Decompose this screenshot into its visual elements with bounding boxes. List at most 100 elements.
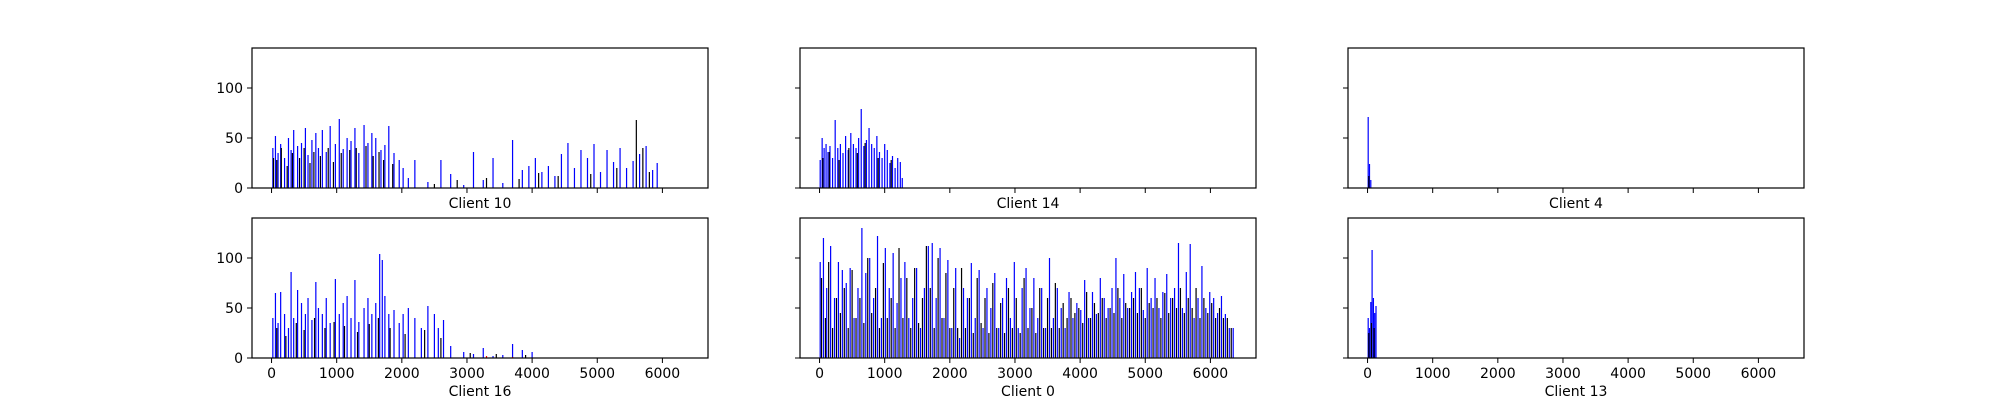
bar bbox=[1179, 288, 1182, 358]
bar bbox=[393, 310, 395, 358]
bar bbox=[899, 162, 901, 188]
bar bbox=[276, 160, 278, 188]
bar bbox=[988, 333, 990, 358]
bar bbox=[346, 138, 348, 188]
bar bbox=[329, 126, 331, 188]
bar bbox=[290, 150, 292, 188]
bar bbox=[518, 179, 520, 188]
bar bbox=[1134, 272, 1137, 358]
bar bbox=[295, 323, 297, 358]
bar bbox=[382, 160, 385, 188]
bar bbox=[1115, 258, 1117, 358]
bar bbox=[933, 328, 935, 358]
bar bbox=[307, 155, 309, 188]
bar bbox=[994, 273, 996, 358]
bar bbox=[442, 320, 445, 358]
bar bbox=[616, 168, 618, 188]
bar bbox=[1218, 308, 1221, 358]
bar bbox=[440, 160, 442, 188]
axes-frame bbox=[251, 217, 709, 359]
bar bbox=[652, 170, 654, 188]
bar bbox=[1113, 313, 1115, 358]
bar bbox=[873, 298, 875, 358]
bar bbox=[315, 282, 317, 358]
bar bbox=[375, 138, 377, 188]
bar bbox=[1172, 298, 1174, 358]
bar bbox=[1142, 310, 1144, 358]
bar bbox=[304, 314, 307, 358]
bar bbox=[864, 143, 866, 188]
bar bbox=[511, 140, 514, 188]
bar bbox=[894, 168, 896, 188]
bar bbox=[1000, 303, 1002, 358]
bar bbox=[1009, 318, 1012, 358]
bar bbox=[1033, 278, 1035, 358]
bar bbox=[1185, 272, 1187, 358]
bar bbox=[424, 330, 426, 358]
bar bbox=[404, 334, 406, 358]
bar bbox=[1025, 268, 1027, 358]
bar bbox=[1162, 292, 1164, 358]
bar bbox=[867, 258, 869, 358]
bar bbox=[371, 314, 373, 358]
bar bbox=[274, 293, 277, 358]
bar bbox=[910, 328, 912, 358]
bar bbox=[300, 303, 303, 358]
bar bbox=[821, 138, 823, 188]
bar bbox=[1099, 278, 1101, 358]
bar bbox=[827, 152, 829, 188]
subplot-5: 0 1000 2000 3000 4000 5000 6000 Client 0 bbox=[795, 217, 1257, 400]
subplot-3: Client 4 bbox=[1343, 47, 1805, 212]
bar bbox=[1170, 298, 1172, 358]
bar bbox=[1129, 308, 1131, 358]
bar bbox=[521, 350, 523, 358]
bar bbox=[1191, 308, 1193, 358]
series-1 bbox=[272, 254, 533, 358]
bar bbox=[819, 262, 821, 358]
bar bbox=[492, 356, 494, 358]
bar bbox=[984, 298, 986, 358]
bar bbox=[941, 318, 943, 358]
bar bbox=[502, 355, 504, 358]
bar bbox=[904, 262, 906, 358]
bar bbox=[1013, 262, 1015, 358]
subplot-6: 0 1000 2000 3000 4000 5000 6000 Client 13 bbox=[1343, 217, 1805, 400]
bar bbox=[901, 178, 903, 188]
x-tick-label: 5000 bbox=[579, 366, 615, 382]
bar bbox=[456, 180, 458, 188]
bar bbox=[492, 158, 494, 188]
bar bbox=[943, 318, 945, 358]
bar bbox=[838, 160, 840, 188]
bar bbox=[823, 148, 825, 188]
bar bbox=[1181, 308, 1183, 358]
x-tick-label: 2000 bbox=[384, 366, 420, 382]
x-axis-label: Client 16 bbox=[449, 384, 512, 400]
bar bbox=[894, 328, 896, 358]
x-axis-label: Client 13 bbox=[1545, 384, 1608, 400]
bar bbox=[860, 109, 862, 188]
bar bbox=[377, 318, 379, 358]
bar bbox=[1144, 318, 1146, 358]
bar bbox=[502, 183, 504, 188]
bar bbox=[291, 153, 293, 188]
bar bbox=[1140, 288, 1142, 358]
bar bbox=[1021, 288, 1023, 358]
bar bbox=[407, 178, 409, 188]
bar bbox=[871, 144, 873, 188]
bar bbox=[1082, 323, 1084, 358]
bar bbox=[982, 328, 984, 358]
bar bbox=[632, 161, 634, 188]
bar bbox=[1150, 298, 1152, 358]
bar bbox=[277, 153, 279, 188]
bar bbox=[414, 318, 416, 358]
x-tick-label: 0 bbox=[815, 366, 824, 382]
x-tick-label: 3000 bbox=[449, 366, 485, 382]
bar bbox=[1050, 328, 1053, 358]
bar bbox=[433, 314, 435, 358]
bar bbox=[293, 130, 295, 188]
bar bbox=[1160, 318, 1162, 358]
x-tick-label: 6000 bbox=[1741, 366, 1777, 382]
bar bbox=[959, 338, 961, 358]
bar bbox=[955, 268, 957, 358]
bar bbox=[463, 352, 465, 358]
